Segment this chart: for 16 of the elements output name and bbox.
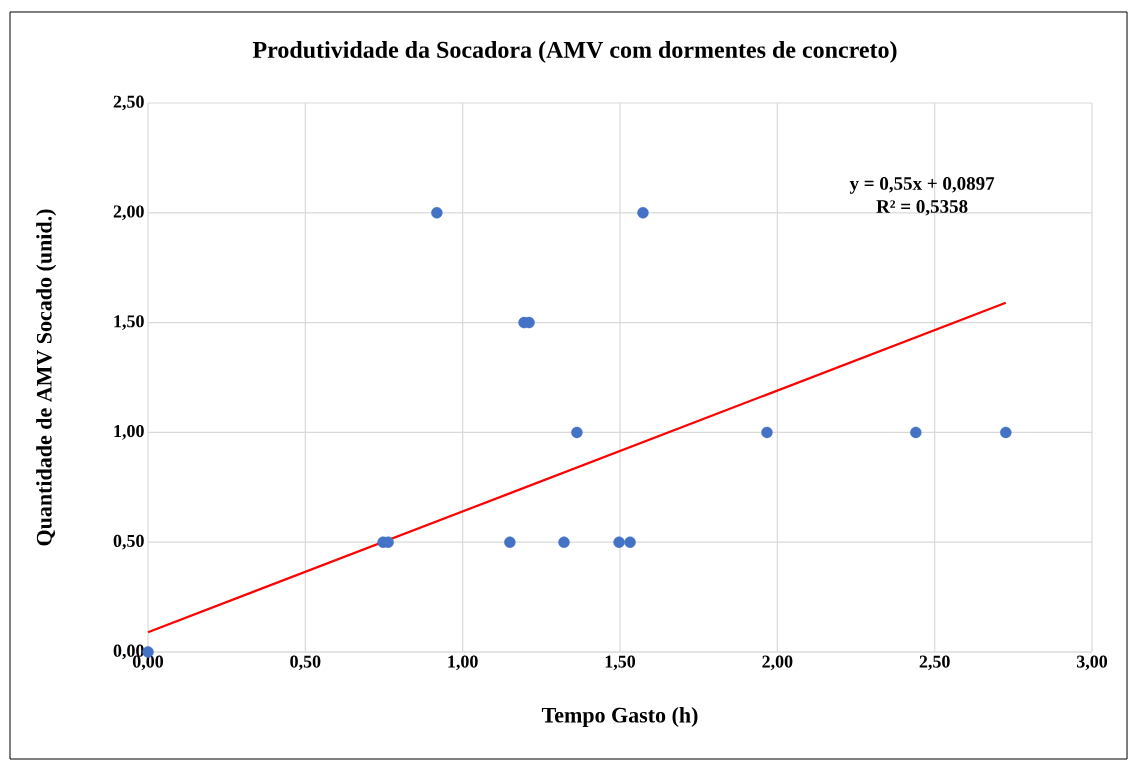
y-tick-label: 1,50	[114, 315, 144, 330]
annotation: y = 0,55x + 0,0897	[849, 177, 995, 194]
y-tick-label: 2,50	[113, 95, 144, 111]
x-axis-title: Tempo Gasto (h)	[541, 707, 698, 728]
x-tick-label: 2,50	[919, 655, 950, 671]
x-tick-label: 3,00	[1076, 655, 1108, 671]
y-axis-title: Quantidade de AMV Socado (unid.)	[36, 209, 57, 546]
annotation: R² = 0,5358	[876, 200, 968, 216]
chart-title: Produtividade da Socadora (AMV com dormentes de concreto)	[252, 41, 897, 63]
y-tick-label: 0,50	[113, 534, 144, 550]
x-tick-label: 1,00	[448, 655, 478, 671]
y-tick-label: 1,00	[114, 425, 144, 440]
x-tick-label: 0,50	[290, 655, 321, 671]
x-tick-label: 2,00	[762, 655, 793, 671]
x-tick-label: 1,50	[605, 655, 636, 671]
y-tick-label: 2,00	[113, 205, 144, 221]
